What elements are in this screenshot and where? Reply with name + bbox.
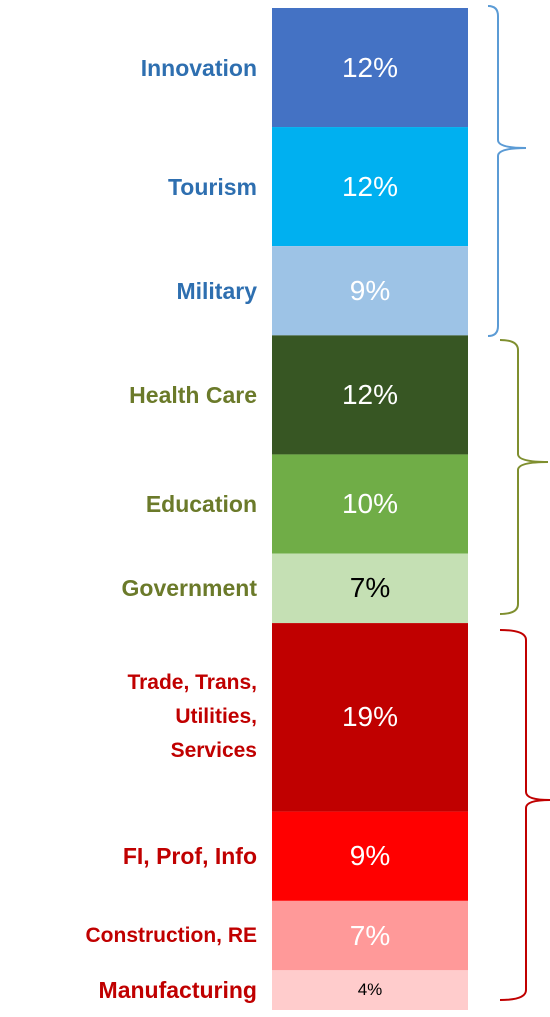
category-label: FI, Prof, Info [122,843,257,870]
value-label: 9% [349,840,391,872]
bar-segment [272,623,468,812]
category-label: Health Care [129,381,257,408]
category-label: Manufacturing [98,977,257,1004]
bar-segment [272,900,468,971]
category-label: Innovation [140,54,257,81]
value-label: 10% [341,488,399,520]
bar-segment [272,970,468,1010]
bar-segment [272,335,468,455]
value-label: 12% [341,51,399,83]
brace [499,339,549,615]
value-label: 12% [341,378,399,410]
value-label: 7% [349,919,391,951]
bar-segment [272,127,468,247]
category-label: Education [145,491,257,518]
brace [499,629,550,1001]
category-label: Tourism [167,173,257,200]
bar-segment [272,811,468,901]
bar-segment [272,8,468,128]
value-label: 4% [357,980,383,1000]
bar-segment [272,246,468,336]
bar-segment [272,553,468,624]
value-label: 7% [349,572,391,604]
value-label: 19% [341,701,399,733]
value-label: 12% [341,170,399,202]
category-label: Government [121,575,257,602]
value-label: 9% [349,274,391,306]
category-label: Trade, Trans, Utilities, Services [127,671,257,763]
brace [487,5,527,337]
category-label: Military [176,277,257,304]
bar-segment [272,454,468,554]
category-label: Construction, RE [85,923,258,947]
